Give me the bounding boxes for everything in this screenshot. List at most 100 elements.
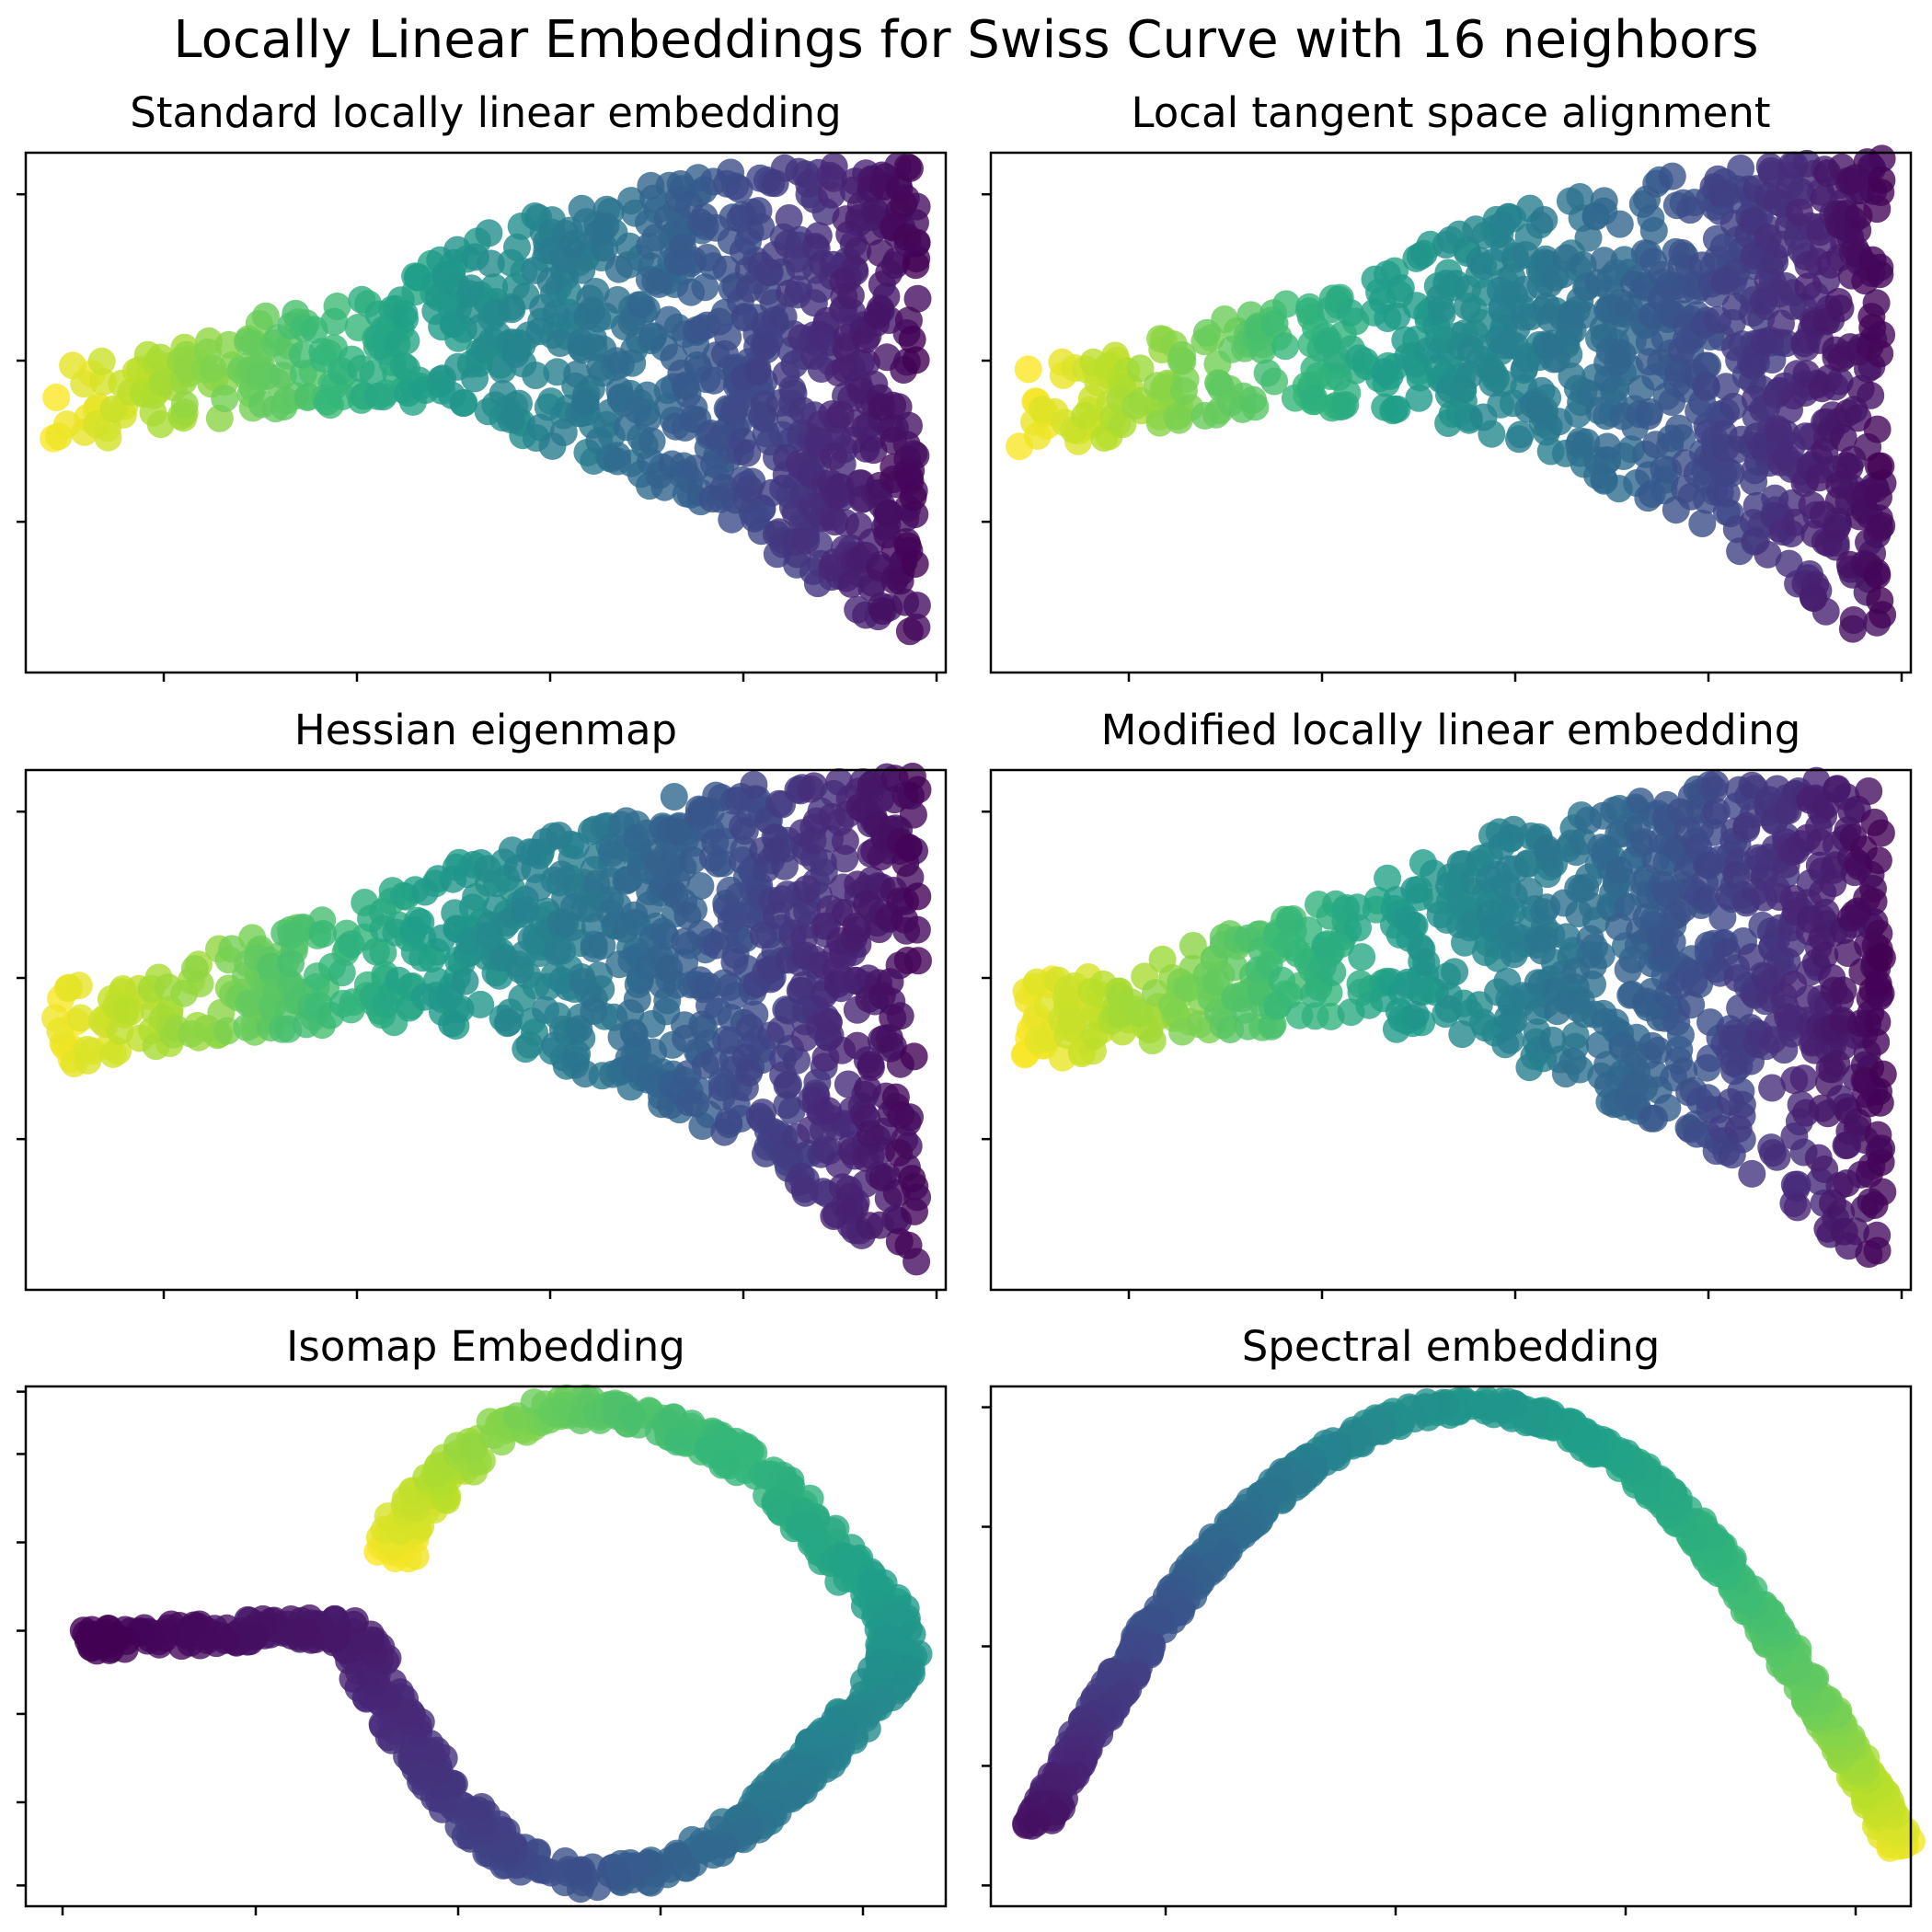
- data-point: [1708, 180, 1736, 209]
- data-point: [1718, 1141, 1746, 1169]
- data-point: [691, 273, 719, 302]
- data-point: [1530, 402, 1558, 431]
- data-point: [1677, 482, 1706, 511]
- data-point: [1053, 975, 1082, 1004]
- data-point: [720, 948, 749, 976]
- data-point: [1241, 393, 1270, 421]
- data-point: [542, 300, 570, 328]
- data-point: [1866, 339, 1894, 368]
- data-point: [1863, 561, 1892, 590]
- data-point: [580, 997, 608, 1025]
- data-point: [87, 347, 116, 375]
- data-point: [792, 526, 821, 555]
- data-point: [891, 588, 920, 616]
- data-point: [1868, 512, 1896, 540]
- data-point: [1149, 374, 1178, 402]
- data-point: [1165, 406, 1193, 434]
- data-point: [844, 236, 872, 265]
- data-point: [775, 204, 803, 232]
- data-point: [1426, 337, 1455, 365]
- data-point: [1489, 211, 1516, 239]
- data-point: [291, 1618, 319, 1647]
- data-point: [233, 1013, 261, 1041]
- data-point: [902, 251, 930, 280]
- data-point: [836, 282, 865, 310]
- data-point: [900, 1042, 928, 1071]
- data-point: [1448, 1020, 1477, 1049]
- data-point: [477, 249, 505, 278]
- data-point: [1750, 328, 1778, 356]
- plot-area: [40, 152, 932, 646]
- data-point: [73, 1035, 101, 1064]
- data-point: [390, 300, 419, 328]
- data-point: [559, 230, 587, 258]
- data-point: [494, 1008, 523, 1037]
- data-point: [605, 376, 634, 405]
- data-point: [1779, 970, 1808, 998]
- data-point: [735, 475, 764, 503]
- data-point: [620, 1019, 649, 1048]
- data-point: [568, 256, 596, 284]
- data-point: [1701, 770, 1730, 799]
- data-point: [170, 390, 199, 419]
- data-point: [898, 326, 926, 353]
- data-point: [1496, 1026, 1524, 1054]
- data-point: [1710, 267, 1739, 295]
- data-point: [99, 395, 128, 423]
- data-point: [1565, 431, 1593, 459]
- plot-area: [1012, 1386, 1926, 1862]
- data-point: [1776, 171, 1804, 200]
- data-point: [740, 770, 768, 799]
- data-point: [1500, 815, 1528, 844]
- data-point: [1480, 361, 1509, 389]
- data-point: [1640, 1104, 1669, 1133]
- data-point: [817, 180, 845, 209]
- data-point: [99, 1040, 127, 1068]
- data-point: [669, 233, 696, 261]
- data-point: [525, 317, 554, 346]
- data-point: [618, 1401, 647, 1430]
- data-point: [111, 995, 140, 1024]
- data-point: [1138, 1027, 1167, 1055]
- data-point: [54, 973, 83, 1002]
- data-point: [735, 274, 764, 303]
- data-point: [879, 1004, 907, 1032]
- data-point: [1749, 287, 1777, 316]
- data-point: [733, 439, 762, 467]
- data-point: [1658, 162, 1686, 190]
- plot-area: [1010, 766, 1897, 1268]
- data-point: [1593, 432, 1622, 461]
- data-point: [683, 316, 711, 344]
- data-point: [1738, 1159, 1766, 1188]
- data-point: [248, 390, 276, 419]
- data-point: [904, 947, 932, 975]
- data-point: [1590, 187, 1618, 215]
- data-point: [894, 1231, 923, 1259]
- data-point: [1709, 458, 1738, 487]
- data-point: [277, 921, 305, 949]
- figure-title: Locally Linear Embeddings for Swiss Curv…: [173, 10, 1758, 70]
- data-point: [837, 569, 866, 598]
- data-point: [1318, 958, 1347, 986]
- data-point: [1543, 345, 1570, 374]
- data-point: [1530, 206, 1558, 234]
- data-point: [893, 223, 921, 251]
- data-point: [426, 370, 454, 398]
- data-point: [457, 274, 486, 303]
- data-point: [1865, 483, 1892, 512]
- data-point: [328, 989, 357, 1018]
- data-point: [686, 872, 715, 900]
- data-point: [170, 979, 198, 1007]
- data-point: [1505, 425, 1533, 454]
- data-point: [699, 366, 728, 395]
- data-point: [1590, 466, 1618, 494]
- data-point: [1530, 925, 1558, 953]
- data-point: [1295, 297, 1324, 326]
- data-point: [1867, 1148, 1895, 1177]
- data-point: [359, 360, 387, 388]
- data-point: [853, 890, 881, 918]
- data-point: [1253, 359, 1282, 387]
- data-point: [1614, 956, 1642, 984]
- data-point: [536, 267, 565, 295]
- data-point: [660, 783, 688, 811]
